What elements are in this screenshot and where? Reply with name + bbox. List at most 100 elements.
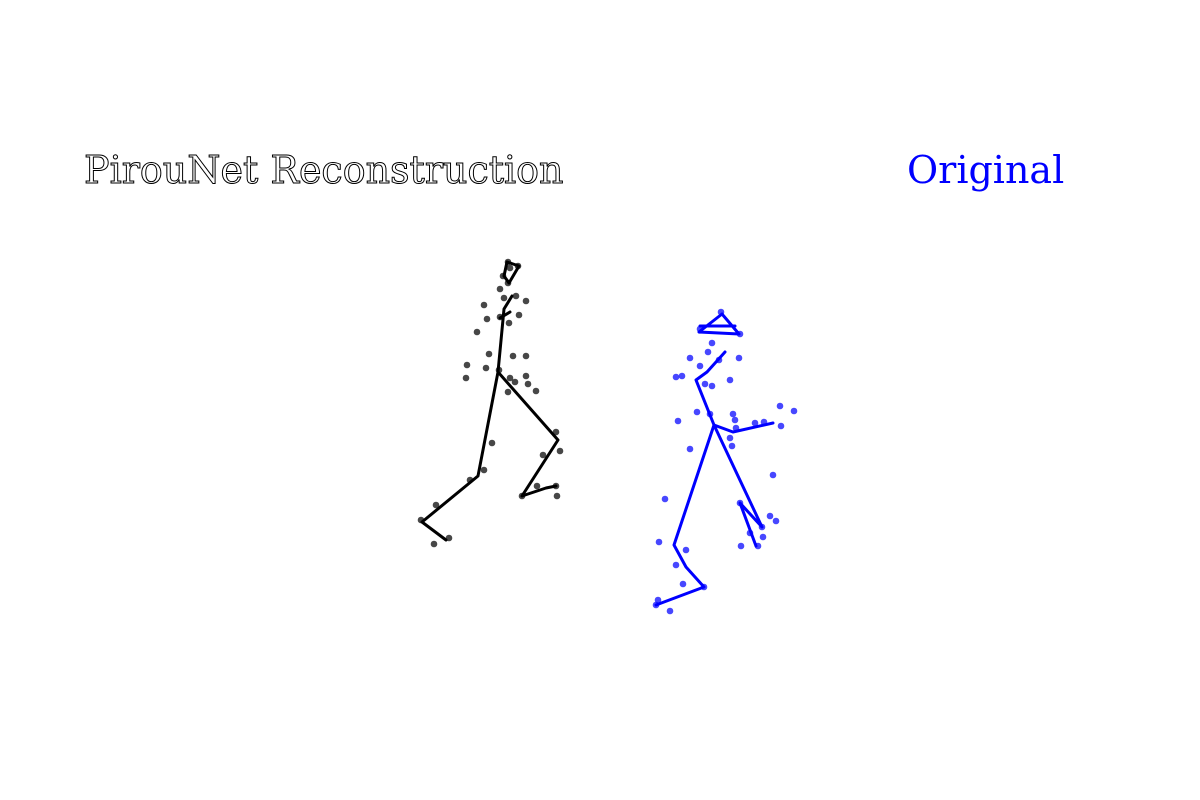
joint-reconstruction xyxy=(552,428,560,436)
joint-original xyxy=(766,512,774,520)
reconstruction-title: PirouNet Reconstruction xyxy=(84,148,565,193)
joint-original xyxy=(701,380,709,388)
joint-reconstruction xyxy=(509,352,517,360)
bone-original xyxy=(712,423,764,548)
joint-original xyxy=(706,410,714,418)
joint-original xyxy=(732,424,740,432)
joint-original xyxy=(661,495,669,503)
joint-reconstruction xyxy=(417,516,425,524)
joint-original xyxy=(655,538,663,546)
bone-original xyxy=(697,312,741,336)
bone-original xyxy=(694,350,727,427)
joint-original xyxy=(746,529,754,537)
joint-original xyxy=(731,416,739,424)
bone-original xyxy=(654,423,716,607)
joint-original xyxy=(679,580,687,588)
joint-reconstruction xyxy=(500,294,508,302)
joint-reconstruction xyxy=(539,451,547,459)
joint-reconstruction xyxy=(499,272,507,280)
joint-reconstruction xyxy=(506,374,514,382)
joint-reconstruction xyxy=(505,319,513,327)
joint-reconstruction xyxy=(553,492,561,500)
joint-original xyxy=(672,373,680,381)
joint-reconstruction xyxy=(512,292,520,300)
joint-original xyxy=(686,354,694,362)
joint-original xyxy=(715,356,723,364)
joint-original xyxy=(760,418,768,426)
joint-reconstruction xyxy=(482,364,490,372)
joint-original xyxy=(726,434,734,442)
joint-reconstruction xyxy=(485,350,493,358)
joint-reconstruction xyxy=(524,380,532,388)
joint-reconstruction xyxy=(430,540,438,548)
joint-original xyxy=(672,561,680,569)
joint-original xyxy=(729,410,737,418)
joint-reconstruction xyxy=(480,466,488,474)
joint-original xyxy=(736,499,744,507)
joint-original xyxy=(776,402,784,410)
joint-reconstruction xyxy=(522,352,530,360)
joint-original xyxy=(700,583,708,591)
joint-reconstruction xyxy=(463,361,471,369)
joint-original xyxy=(754,542,762,550)
joint-reconstruction xyxy=(504,279,512,287)
joint-reconstruction xyxy=(504,258,512,266)
joint-original xyxy=(674,417,682,425)
joint-original xyxy=(728,442,736,450)
joint-original xyxy=(777,422,785,430)
joint-reconstruction xyxy=(496,313,504,321)
joint-reconstruction xyxy=(511,378,519,386)
joint-original xyxy=(696,362,704,370)
joint-original xyxy=(708,382,716,390)
joint-reconstruction xyxy=(495,366,503,374)
joint-original xyxy=(772,517,780,525)
joint-original xyxy=(678,372,686,380)
skeleton-layer xyxy=(417,258,798,615)
joint-reconstruction xyxy=(496,285,504,293)
joint-reconstruction xyxy=(522,297,530,305)
joint-reconstruction xyxy=(515,311,523,319)
joint-original xyxy=(708,339,716,347)
joint-reconstruction xyxy=(462,374,470,382)
joint-original xyxy=(696,325,704,333)
joint-original xyxy=(682,546,690,554)
joint-reconstruction xyxy=(445,534,453,542)
joint-reconstruction xyxy=(532,387,540,395)
skeleton-reconstruction xyxy=(417,258,564,548)
joint-reconstruction xyxy=(504,388,512,396)
joint-original xyxy=(652,601,660,609)
joint-original xyxy=(769,471,777,479)
joint-reconstruction xyxy=(533,482,541,490)
original-title: Original xyxy=(907,148,1065,192)
joint-original xyxy=(717,308,725,316)
joint-original xyxy=(726,376,734,384)
joint-reconstruction xyxy=(466,476,474,484)
bone-original xyxy=(712,421,775,434)
joint-original xyxy=(751,419,759,427)
joint-reconstruction xyxy=(518,492,526,500)
joint-reconstruction xyxy=(522,372,530,380)
joint-reconstruction xyxy=(506,264,514,272)
joint-original xyxy=(758,523,766,531)
joint-original xyxy=(693,408,701,416)
joint-original xyxy=(686,445,694,453)
joint-original xyxy=(704,348,712,356)
joint-reconstruction xyxy=(488,439,496,447)
joint-reconstruction xyxy=(556,447,564,455)
bone-reconstruction xyxy=(420,370,500,542)
joint-reconstruction xyxy=(514,262,522,270)
joint-original xyxy=(736,330,744,338)
joint-original xyxy=(666,607,674,615)
joint-original xyxy=(737,542,745,550)
joint-reconstruction xyxy=(552,482,560,490)
joint-reconstruction xyxy=(483,315,491,323)
joint-reconstruction xyxy=(432,501,440,509)
joint-original xyxy=(790,407,798,415)
skeleton-original xyxy=(652,308,798,615)
joint-reconstruction xyxy=(473,328,481,336)
joint-reconstruction xyxy=(480,301,488,309)
bone-reconstruction xyxy=(496,294,514,374)
joint-original xyxy=(735,354,743,362)
joint-original xyxy=(759,533,767,541)
